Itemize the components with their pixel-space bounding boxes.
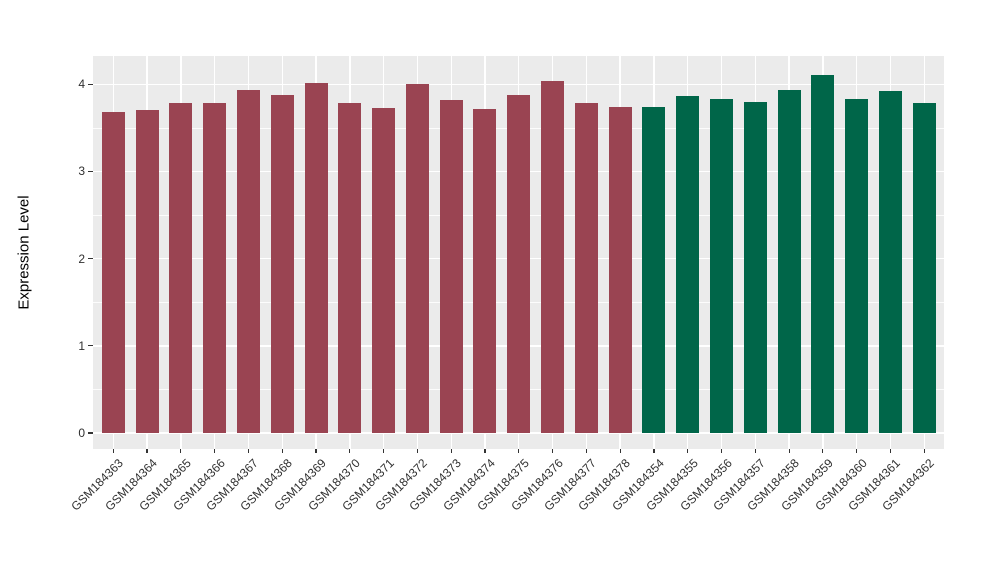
x-tick-mark (416, 449, 418, 453)
bar-GSM184376 (541, 80, 565, 433)
bar-GSM184369 (304, 83, 328, 433)
bar-GSM184357 (743, 101, 767, 433)
x-tick-mark (112, 449, 114, 453)
plot-panel (93, 56, 944, 449)
bar-GSM184375 (507, 94, 531, 433)
y-tick-label: 0 (78, 426, 85, 440)
y-axis-title: Expression Level (15, 195, 33, 310)
y-tick-mark (88, 170, 93, 173)
bar-GSM184372 (405, 84, 429, 433)
bar-GSM184354 (642, 106, 666, 433)
y-tick-label: 4 (78, 77, 85, 92)
y-tick-mark (88, 345, 93, 347)
x-tick-mark (315, 449, 317, 453)
bar-GSM184373 (439, 99, 463, 433)
x-tick-mark (349, 449, 351, 453)
bar-GSM184359 (811, 74, 835, 433)
x-tick-mark (585, 449, 587, 453)
x-tick-mark (247, 449, 250, 453)
x-tick-mark (450, 449, 452, 453)
x-tick-mark (653, 449, 655, 453)
x-tick-mark (484, 449, 486, 453)
x-tick-mark (180, 449, 182, 453)
bar-GSM184355 (676, 95, 700, 433)
x-tick-mark (146, 449, 148, 453)
x-tick-mark (788, 449, 790, 453)
y-tick-mark (88, 258, 93, 260)
bar-GSM184377 (574, 102, 598, 433)
bar-GSM184374 (473, 108, 497, 433)
x-tick-mark (214, 449, 216, 453)
x-tick-mark (754, 449, 756, 453)
y-tick-label: 2 (78, 251, 85, 266)
x-tick-mark (822, 449, 824, 453)
bar-GSM184358 (777, 90, 801, 433)
y-tick-label: 3 (78, 164, 85, 179)
bar-GSM184378 (608, 106, 632, 433)
bar-GSM184363 (101, 112, 125, 433)
x-tick-mark (383, 449, 385, 453)
bar-GSM184360 (845, 99, 869, 433)
bar-GSM184361 (878, 91, 902, 433)
x-tick-mark (687, 449, 689, 453)
bar-GSM184367 (236, 90, 260, 433)
y-tick-mark (88, 432, 93, 434)
x-tick-mark (281, 449, 283, 453)
bar-GSM184370 (338, 103, 362, 433)
y-tick-mark (88, 83, 93, 85)
bar-GSM184362 (912, 103, 936, 433)
y-tick-label: 1 (78, 338, 85, 353)
x-tick-mark (923, 449, 925, 453)
x-tick-mark (619, 449, 621, 453)
bar-GSM184368 (270, 94, 294, 433)
x-tick-mark (856, 449, 858, 453)
x-tick-mark (889, 449, 892, 453)
bar-GSM184356 (710, 99, 734, 433)
x-tick-mark (720, 449, 723, 453)
bar-GSM184371 (372, 107, 396, 433)
bar-GSM184366 (203, 102, 227, 433)
x-tick-mark (551, 449, 554, 453)
x-tick-mark (518, 449, 520, 453)
bar-GSM184365 (169, 102, 193, 433)
bar-GSM184364 (135, 110, 159, 433)
